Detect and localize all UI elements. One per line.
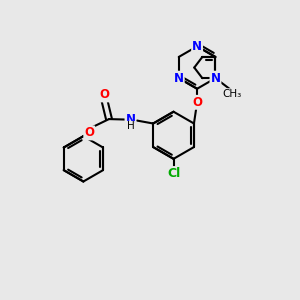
Text: O: O	[84, 126, 94, 140]
Text: O: O	[192, 96, 202, 109]
Text: O: O	[100, 88, 110, 101]
Text: CH₃: CH₃	[222, 89, 241, 99]
Text: N: N	[125, 113, 136, 126]
Text: N: N	[174, 72, 184, 85]
Text: N: N	[211, 72, 220, 85]
Text: N: N	[192, 40, 202, 53]
Text: Cl: Cl	[167, 167, 180, 180]
Text: H: H	[127, 122, 134, 131]
